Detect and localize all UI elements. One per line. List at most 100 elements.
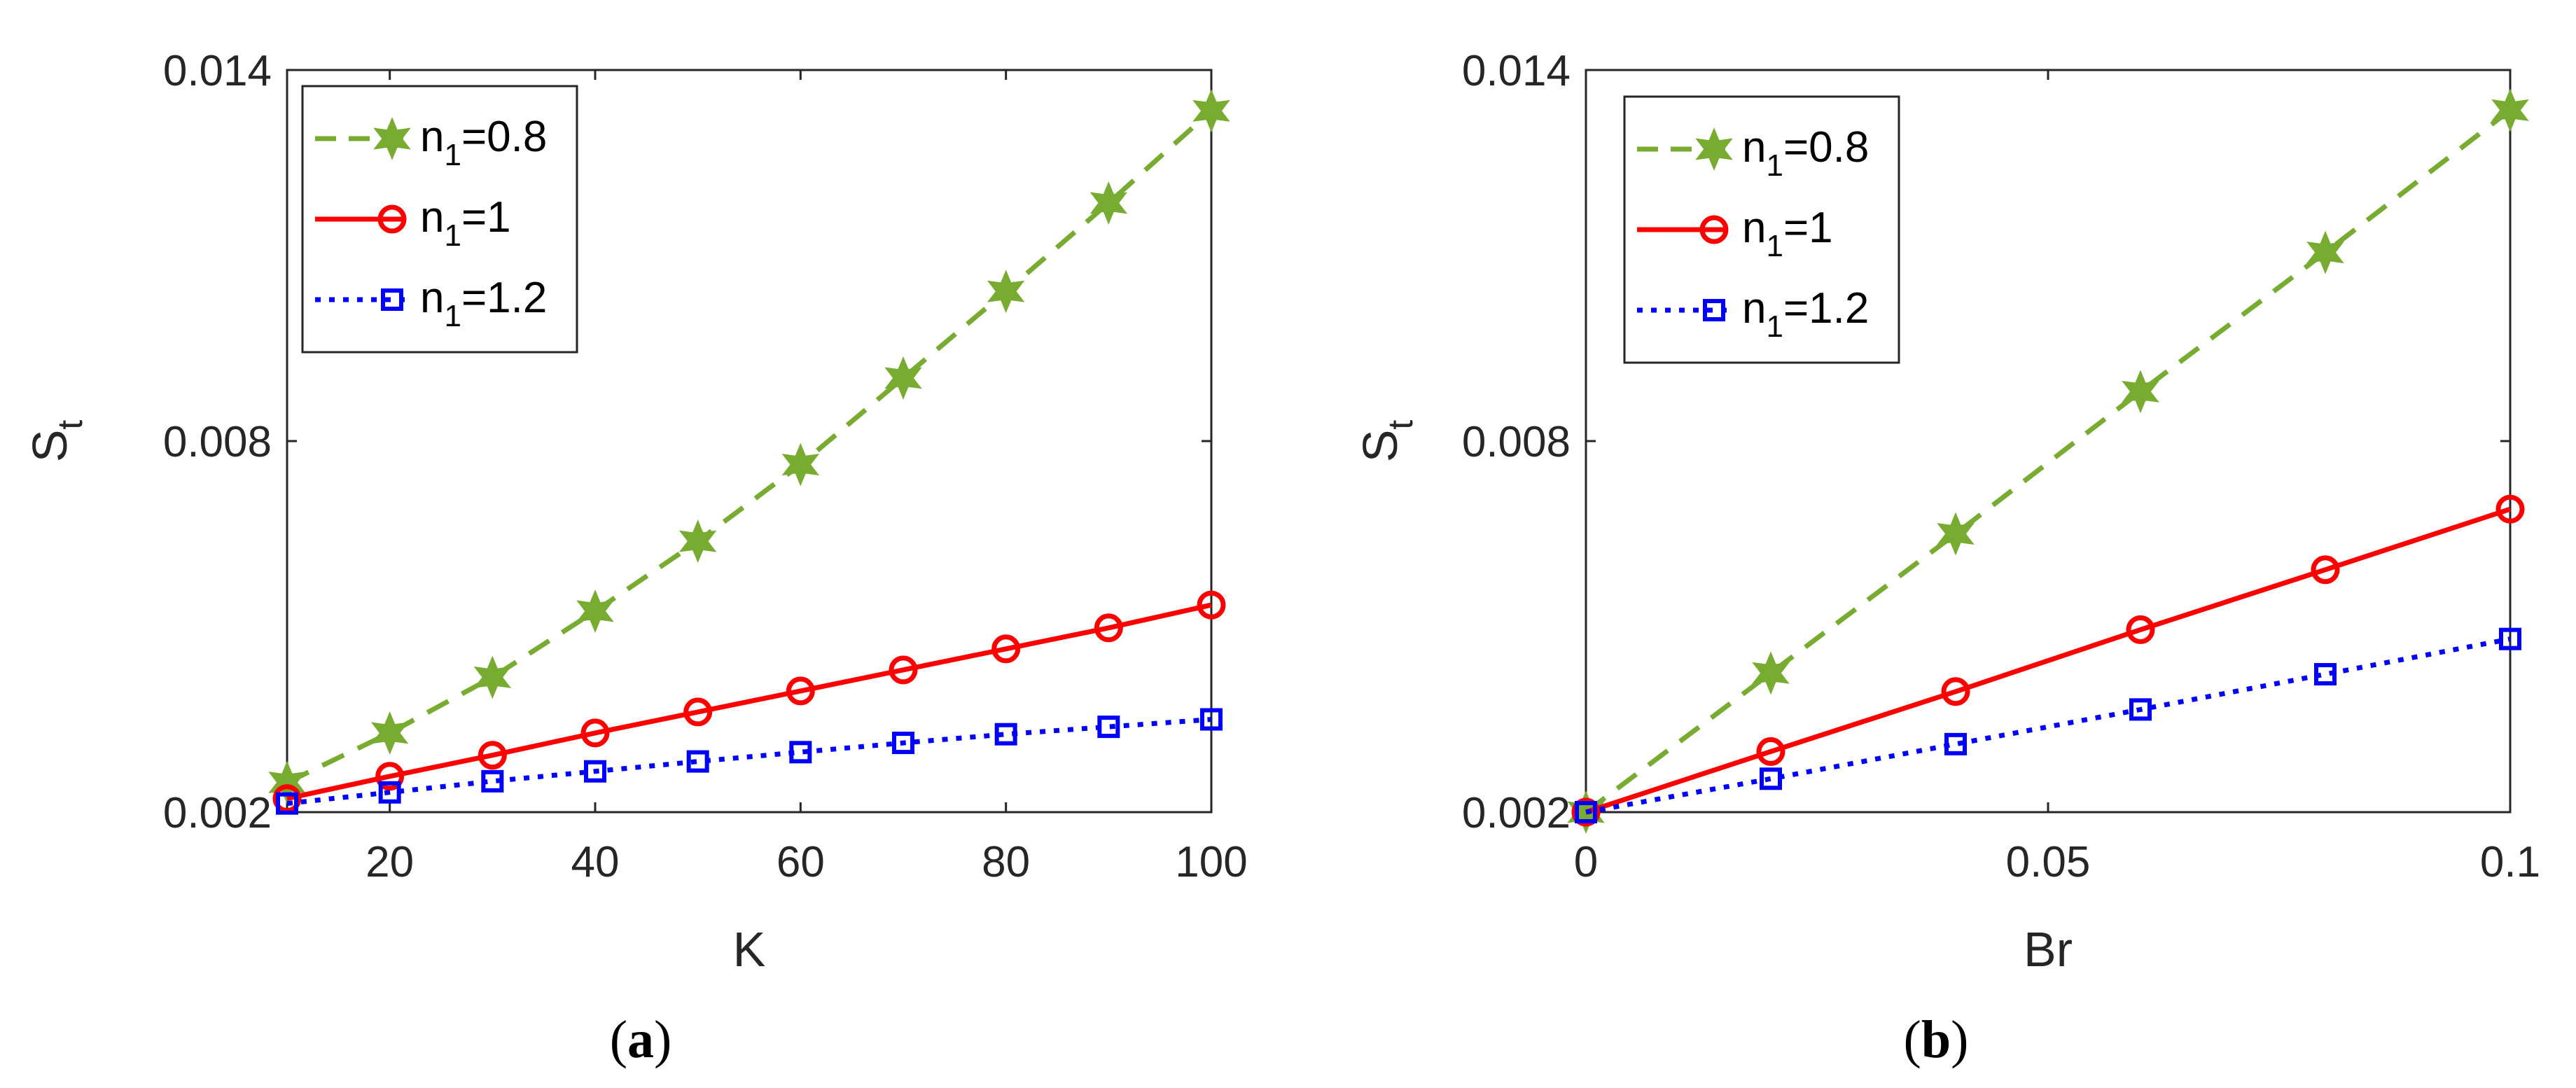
- data-point: [1094, 613, 1123, 643]
- legend-label: n1=1: [1742, 204, 1833, 263]
- legend-label-rest: =0.8: [1783, 123, 1869, 172]
- legend-marker: [1699, 215, 1729, 244]
- legend-label-base: n: [1742, 204, 1766, 252]
- panel-label-close: ): [654, 1010, 671, 1069]
- legend-marker: [1695, 127, 1733, 171]
- x-tick-label: 80: [982, 838, 1030, 886]
- series-n1=1.2: [1575, 627, 2521, 823]
- data-point: [272, 784, 302, 814]
- data-point: [276, 792, 298, 815]
- y-axis-label: St: [22, 420, 90, 463]
- data-point: [2306, 230, 2344, 274]
- legend-label-sub: 1: [444, 299, 461, 333]
- legend-label-sub: 1: [1766, 309, 1783, 344]
- data-point: [786, 676, 815, 706]
- legend-label-base: n: [420, 193, 444, 242]
- x-tick-label: 60: [777, 838, 825, 886]
- legend-label: n1=1: [420, 193, 511, 253]
- x-tick-label: 100: [1175, 838, 1247, 886]
- x-tick-label: 0: [1574, 838, 1598, 886]
- panel-label-open: (: [610, 1010, 627, 1069]
- x-tick-label: 0.1: [2480, 838, 2540, 886]
- data-point: [686, 750, 709, 773]
- panel-label-close: ): [1951, 1010, 1968, 1069]
- data-point: [987, 270, 1025, 314]
- panel-label: (b): [1904, 1010, 1969, 1069]
- panel-label: (a): [610, 1010, 672, 1069]
- panel-label-letter: a: [627, 1010, 654, 1069]
- data-point: [2126, 615, 2155, 644]
- y-axis-label-sub: t: [1381, 420, 1420, 430]
- legend-label-base: n: [1742, 123, 1766, 172]
- data-point: [789, 741, 812, 764]
- y-tick-label: 0.008: [163, 418, 272, 466]
- legend-label-base: n: [1742, 284, 1766, 333]
- data-point: [1575, 801, 1597, 823]
- y-tick-label: 0.002: [1462, 789, 1571, 837]
- data-point: [2314, 663, 2337, 686]
- data-point: [473, 655, 512, 699]
- data-point: [1937, 512, 1975, 556]
- data-point: [576, 589, 614, 633]
- legend-marker: [1703, 299, 1725, 321]
- data-point: [378, 781, 401, 804]
- legend-label: n1=0.8: [420, 113, 547, 172]
- data-point: [678, 519, 717, 564]
- legend-label: n1=1.2: [1742, 284, 1869, 344]
- data-point: [1200, 708, 1223, 731]
- data-point: [1752, 651, 1790, 695]
- y-tick-label: 0.014: [1462, 47, 1571, 95]
- data-point: [375, 762, 405, 791]
- series-line: [286, 109, 1213, 785]
- series-line: [1585, 636, 2511, 815]
- data-point: [991, 634, 1021, 664]
- x-tick-label: 0.05: [2006, 838, 2091, 886]
- data-point: [1197, 590, 1226, 620]
- panel-label-letter: b: [1921, 1010, 1951, 1069]
- data-point: [1944, 732, 1967, 755]
- legend-label: n1=1.2: [420, 274, 547, 333]
- data-point: [889, 655, 918, 685]
- data-point: [2129, 698, 2152, 721]
- data-point: [584, 760, 606, 783]
- x-tick-label: 20: [365, 838, 414, 886]
- series-line: [1585, 506, 2512, 815]
- data-point: [2499, 627, 2521, 650]
- data-point: [683, 697, 713, 727]
- legend-marker: [381, 288, 403, 311]
- series-n1=1.2: [276, 708, 1223, 815]
- data-point: [1756, 737, 1785, 766]
- data-point: [1089, 181, 1128, 225]
- y-tick-label: 0.008: [1462, 418, 1571, 466]
- x-tick-label: 40: [571, 838, 620, 886]
- legend-label-sub: 1: [1766, 148, 1783, 183]
- data-point: [370, 711, 409, 755]
- legend-label-base: n: [420, 274, 444, 322]
- legend-marker: [377, 204, 407, 234]
- legend: n1=0.8n1=1n1=1.2: [301, 85, 578, 354]
- data-point: [478, 741, 507, 770]
- data-point: [884, 356, 922, 400]
- legend-label-rest: =0.8: [461, 113, 547, 161]
- legend-label-sub: 1: [444, 218, 461, 253]
- panel-label-open: (: [1904, 1010, 1921, 1069]
- legend-label-rest: =1.2: [461, 274, 547, 322]
- legend-label-rest: =1.2: [1783, 284, 1869, 333]
- data-point: [1097, 716, 1120, 739]
- data-point: [580, 718, 610, 748]
- data-point: [1192, 89, 1230, 133]
- series-n1=1: [1571, 494, 2525, 827]
- y-axis-label-base: S: [1353, 430, 1407, 463]
- legend-label-sub: 1: [1766, 229, 1783, 263]
- y-tick-label: 0.002: [163, 789, 272, 837]
- x-axis-label: K: [733, 922, 766, 977]
- legend-label-rest: =1: [1783, 204, 1833, 252]
- data-point: [2495, 494, 2525, 524]
- data-point: [1571, 797, 1601, 827]
- y-axis-label-base: S: [22, 430, 77, 463]
- data-point: [1941, 677, 1970, 706]
- legend-label-rest: =1: [461, 193, 511, 242]
